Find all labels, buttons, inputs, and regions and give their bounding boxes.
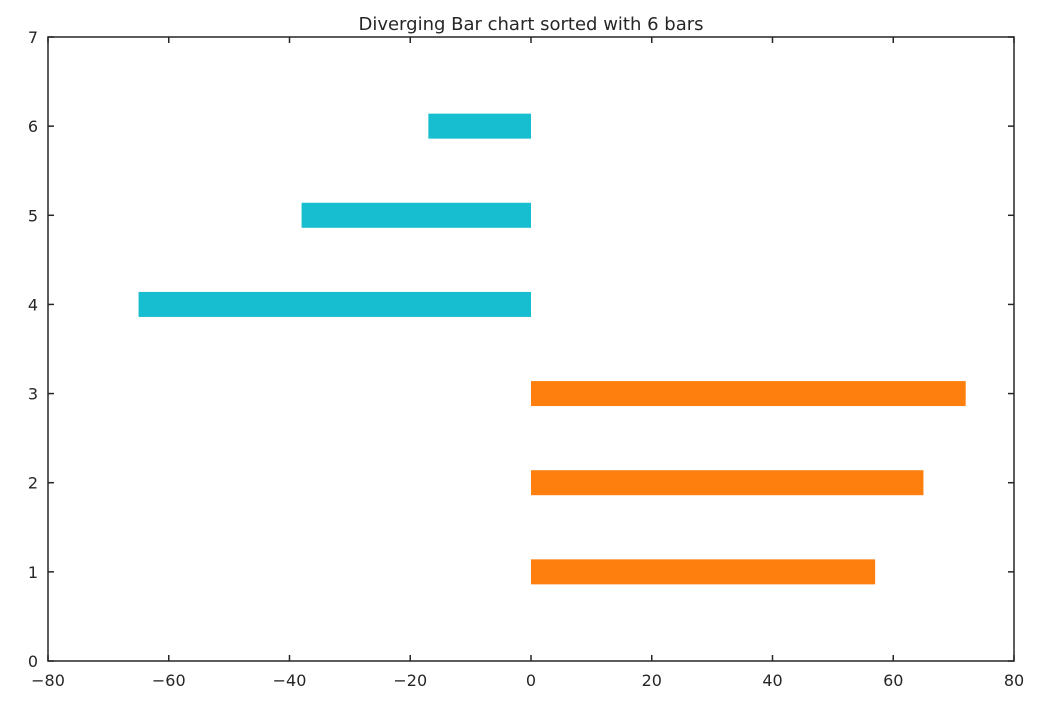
y-tick-label: 6 (28, 117, 38, 136)
y-tick-label: 2 (28, 474, 38, 493)
plot-frame (47, 36, 1015, 662)
y-tick-label: 4 (28, 295, 38, 314)
x-tick-label: −80 (31, 671, 65, 690)
x-tick-label: 80 (1004, 671, 1024, 690)
y-tick-label: 7 (28, 28, 38, 47)
bar-2 (531, 470, 924, 496)
x-tick-label: −40 (273, 671, 307, 690)
ticks-group: −80 −60 −40 −20 0 20 40 60 80 0 1 2 3 4 5 6 7 (28, 28, 1024, 690)
x-tick-label: −20 (393, 671, 427, 690)
x-tick-label: 40 (762, 671, 782, 690)
bars-group (138, 113, 966, 585)
y-tick-label: 3 (28, 385, 38, 404)
chart-title: Diverging Bar chart sorted with 6 bars (358, 14, 703, 35)
y-tick-label: 0 (28, 652, 38, 671)
bar-1 (531, 559, 876, 585)
bar-6 (428, 113, 531, 139)
y-tick-label: 1 (28, 563, 38, 582)
bar-4 (138, 291, 531, 317)
x-tick-label: −60 (152, 671, 186, 690)
x-tick-label: 60 (883, 671, 903, 690)
x-tick-label: 0 (526, 671, 536, 690)
x-tick-label: 20 (642, 671, 662, 690)
bar-3 (531, 381, 966, 407)
bar-5 (301, 202, 531, 228)
y-tick-label: 5 (28, 206, 38, 225)
